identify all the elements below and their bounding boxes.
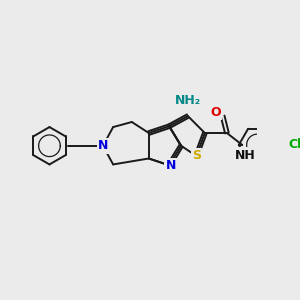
Text: N: N — [166, 159, 176, 172]
Text: NH: NH — [235, 148, 256, 162]
Text: S: S — [192, 149, 201, 162]
Text: N: N — [98, 139, 108, 152]
Text: O: O — [211, 106, 221, 119]
Text: Cl: Cl — [288, 138, 300, 152]
Text: NH₂: NH₂ — [175, 94, 201, 107]
